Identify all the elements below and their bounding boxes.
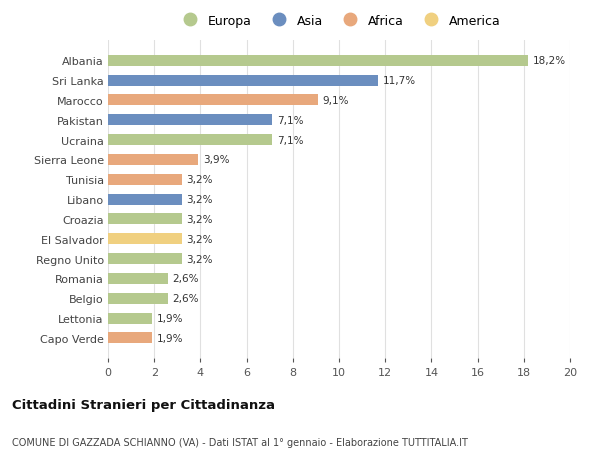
- Bar: [108, 313, 152, 324]
- Bar: [108, 333, 152, 344]
- Bar: [108, 234, 182, 245]
- Text: 3,2%: 3,2%: [187, 214, 213, 224]
- Text: 3,2%: 3,2%: [187, 195, 213, 205]
- Legend: Europa, Asia, Africa, America: Europa, Asia, Africa, America: [173, 10, 505, 33]
- Text: 3,9%: 3,9%: [203, 155, 229, 165]
- Text: Cittadini Stranieri per Cittadinanza: Cittadini Stranieri per Cittadinanza: [12, 398, 275, 412]
- Text: 1,9%: 1,9%: [157, 313, 183, 324]
- Bar: [108, 174, 182, 185]
- Bar: [108, 155, 198, 166]
- Bar: [108, 214, 182, 225]
- Text: COMUNE DI GAZZADA SCHIANNO (VA) - Dati ISTAT al 1° gennaio - Elaborazione TUTTIT: COMUNE DI GAZZADA SCHIANNO (VA) - Dati I…: [12, 437, 468, 447]
- Text: 2,6%: 2,6%: [173, 274, 199, 284]
- Bar: [108, 95, 318, 106]
- Text: 3,2%: 3,2%: [187, 234, 213, 244]
- Bar: [108, 135, 272, 146]
- Text: 1,9%: 1,9%: [157, 333, 183, 343]
- Bar: [108, 115, 272, 126]
- Text: 2,6%: 2,6%: [173, 294, 199, 303]
- Text: 3,2%: 3,2%: [187, 254, 213, 264]
- Text: 9,1%: 9,1%: [323, 96, 349, 106]
- Text: 7,1%: 7,1%: [277, 135, 303, 146]
- Bar: [108, 56, 529, 67]
- Text: 18,2%: 18,2%: [533, 56, 566, 66]
- Bar: [108, 253, 182, 264]
- Text: 7,1%: 7,1%: [277, 116, 303, 125]
- Bar: [108, 194, 182, 205]
- Bar: [108, 274, 168, 284]
- Text: 11,7%: 11,7%: [383, 76, 416, 86]
- Bar: [108, 293, 168, 304]
- Bar: [108, 75, 378, 86]
- Text: 3,2%: 3,2%: [187, 175, 213, 185]
